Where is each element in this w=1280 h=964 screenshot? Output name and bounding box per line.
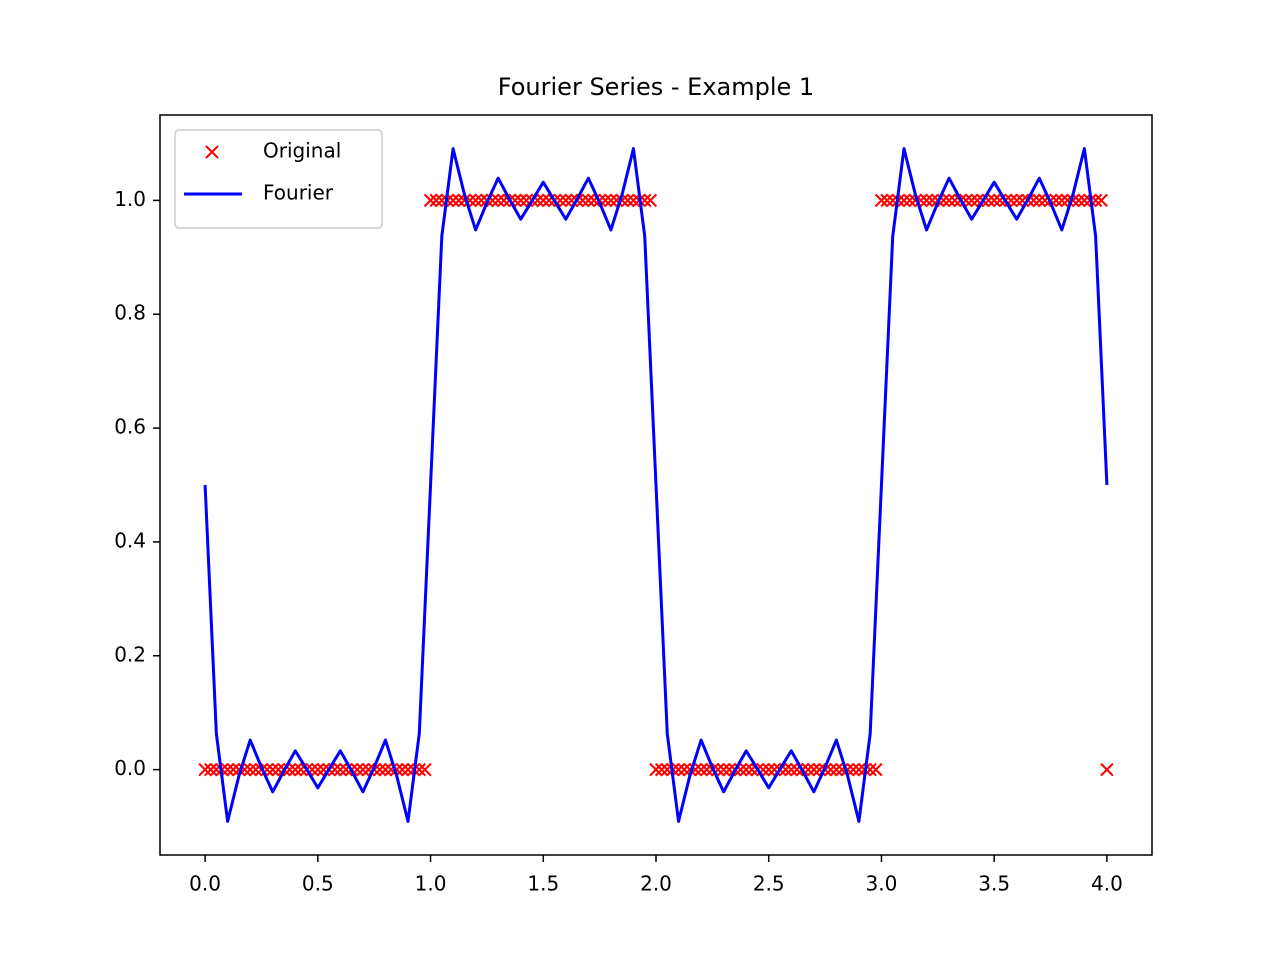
data-point bbox=[987, 193, 1001, 208]
data-point bbox=[626, 193, 641, 208]
x-tick-label: 1.5 bbox=[527, 872, 559, 896]
data-point bbox=[869, 762, 883, 777]
data-point bbox=[401, 762, 415, 777]
data-point bbox=[1100, 762, 1114, 777]
data-point bbox=[559, 193, 573, 208]
x-tick-label: 0.0 bbox=[189, 872, 221, 896]
data-point bbox=[1032, 193, 1046, 208]
data-point bbox=[1055, 193, 1069, 208]
data-point bbox=[446, 193, 460, 208]
data-point bbox=[243, 762, 257, 777]
x-tick-label: 2.0 bbox=[640, 872, 672, 896]
y-tick-label: 0.4 bbox=[114, 528, 146, 552]
data-point bbox=[311, 762, 325, 777]
y-tick-label: 0.6 bbox=[114, 415, 146, 439]
data-point bbox=[897, 193, 911, 208]
plot-frame bbox=[159, 114, 1153, 856]
data-point bbox=[536, 193, 550, 208]
legend-label: Fourier bbox=[263, 181, 334, 205]
x-tick-label: 3.0 bbox=[866, 872, 898, 896]
data-point bbox=[452, 193, 466, 208]
x-tick-label: 1.0 bbox=[415, 872, 447, 896]
data-line bbox=[203, 147, 1109, 823]
data-point bbox=[418, 762, 432, 777]
data-point bbox=[395, 762, 410, 777]
data-point bbox=[468, 193, 483, 208]
data-point bbox=[643, 193, 658, 208]
legend-label: Original bbox=[263, 139, 341, 163]
data-point bbox=[677, 762, 691, 777]
data-point bbox=[654, 762, 669, 777]
data-point bbox=[694, 762, 708, 777]
data-point bbox=[356, 762, 370, 777]
data-point bbox=[198, 762, 212, 777]
y-tick-label: 0.8 bbox=[114, 301, 146, 325]
x-tick-label: 2.5 bbox=[753, 872, 785, 896]
data-point bbox=[671, 762, 686, 777]
data-point bbox=[942, 193, 956, 208]
data-point bbox=[1072, 193, 1086, 208]
data-point bbox=[220, 762, 235, 777]
data-point bbox=[1077, 193, 1092, 208]
data-point bbox=[784, 762, 798, 777]
legend-marker bbox=[205, 145, 219, 159]
y-tick-label: 0.2 bbox=[114, 642, 146, 666]
data-point bbox=[491, 193, 505, 208]
x-tick-label: 3.5 bbox=[978, 872, 1010, 896]
data-point bbox=[829, 762, 844, 777]
data-point bbox=[902, 193, 917, 208]
data-point bbox=[1010, 193, 1024, 208]
data-point bbox=[852, 762, 866, 777]
data-point bbox=[333, 762, 348, 777]
legend: Original Fourier bbox=[174, 129, 383, 229]
x-tick-label: 0.5 bbox=[302, 872, 334, 896]
chart-title: Fourier Series - Example 1 bbox=[498, 73, 814, 101]
x-tick-label: 4.0 bbox=[1091, 872, 1123, 896]
data-point bbox=[762, 762, 776, 777]
data-point bbox=[288, 762, 302, 777]
data-point bbox=[226, 762, 240, 777]
data-point bbox=[964, 193, 979, 208]
data-point bbox=[423, 193, 438, 208]
y-tick-label: 1.0 bbox=[114, 187, 146, 211]
data-point bbox=[716, 762, 731, 777]
data-point bbox=[807, 762, 821, 777]
data-point bbox=[874, 193, 889, 208]
data-point bbox=[621, 193, 635, 208]
y-tick-label: 0.0 bbox=[114, 756, 146, 780]
legend-box bbox=[174, 129, 383, 229]
data-point bbox=[581, 193, 596, 208]
data-point bbox=[739, 762, 753, 777]
data-point bbox=[919, 193, 934, 208]
data-point bbox=[880, 193, 894, 208]
data-point bbox=[514, 193, 528, 208]
data-point bbox=[649, 762, 663, 777]
data-point bbox=[378, 762, 393, 777]
data-point bbox=[429, 193, 443, 208]
data-point bbox=[846, 762, 860, 777]
data-point bbox=[604, 193, 618, 208]
data-point bbox=[204, 762, 218, 777]
data-point bbox=[266, 762, 280, 777]
data-point bbox=[1094, 193, 1108, 208]
